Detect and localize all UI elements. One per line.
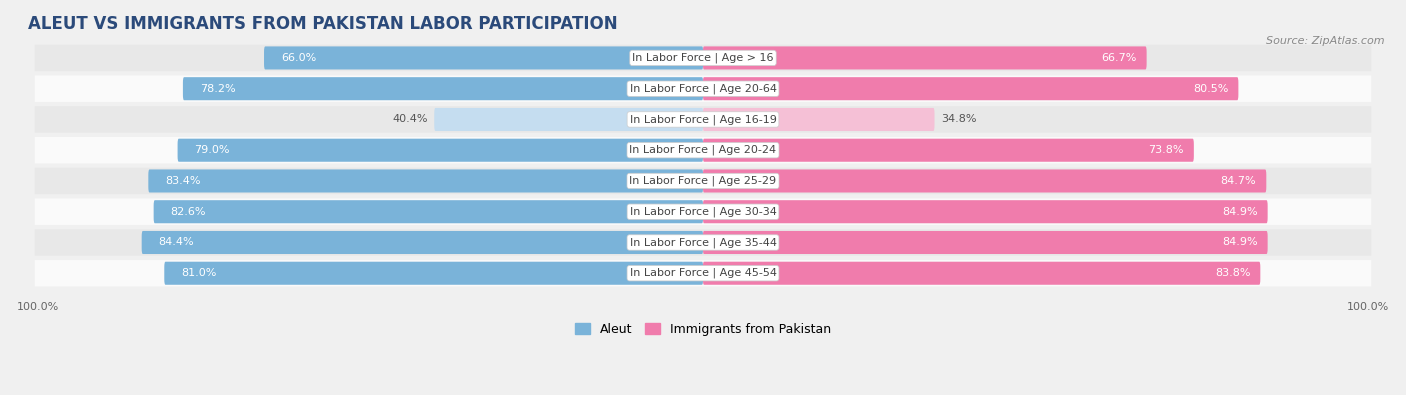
FancyBboxPatch shape <box>703 77 1239 100</box>
FancyBboxPatch shape <box>165 262 703 285</box>
FancyBboxPatch shape <box>703 200 1268 223</box>
FancyBboxPatch shape <box>153 200 703 223</box>
Text: Source: ZipAtlas.com: Source: ZipAtlas.com <box>1267 36 1385 45</box>
Text: 84.9%: 84.9% <box>1222 207 1257 217</box>
Text: In Labor Force | Age 45-54: In Labor Force | Age 45-54 <box>630 268 776 278</box>
FancyBboxPatch shape <box>703 139 1194 162</box>
Text: 80.5%: 80.5% <box>1192 84 1229 94</box>
FancyBboxPatch shape <box>264 47 703 70</box>
Text: 84.4%: 84.4% <box>159 237 194 248</box>
Text: 79.0%: 79.0% <box>194 145 229 155</box>
Legend: Aleut, Immigrants from Pakistan: Aleut, Immigrants from Pakistan <box>569 318 837 341</box>
Text: In Labor Force | Age > 16: In Labor Force | Age > 16 <box>633 53 773 63</box>
FancyBboxPatch shape <box>703 169 1267 192</box>
Text: 34.8%: 34.8% <box>941 115 977 124</box>
Text: In Labor Force | Age 20-64: In Labor Force | Age 20-64 <box>630 83 776 94</box>
FancyBboxPatch shape <box>703 262 1260 285</box>
FancyBboxPatch shape <box>35 45 1371 71</box>
Text: 73.8%: 73.8% <box>1149 145 1184 155</box>
FancyBboxPatch shape <box>35 106 1371 133</box>
Text: 78.2%: 78.2% <box>200 84 235 94</box>
Text: In Labor Force | Age 16-19: In Labor Force | Age 16-19 <box>630 114 776 125</box>
Text: 84.7%: 84.7% <box>1220 176 1256 186</box>
Text: 40.4%: 40.4% <box>392 115 427 124</box>
FancyBboxPatch shape <box>35 75 1371 102</box>
Text: 82.6%: 82.6% <box>170 207 205 217</box>
FancyBboxPatch shape <box>434 108 703 131</box>
FancyBboxPatch shape <box>35 137 1371 164</box>
FancyBboxPatch shape <box>703 47 1147 70</box>
Text: ALEUT VS IMMIGRANTS FROM PAKISTAN LABOR PARTICIPATION: ALEUT VS IMMIGRANTS FROM PAKISTAN LABOR … <box>28 15 617 33</box>
FancyBboxPatch shape <box>177 139 703 162</box>
FancyBboxPatch shape <box>142 231 703 254</box>
Text: 81.0%: 81.0% <box>181 268 217 278</box>
Text: In Labor Force | Age 25-29: In Labor Force | Age 25-29 <box>630 176 776 186</box>
FancyBboxPatch shape <box>148 169 703 192</box>
Text: In Labor Force | Age 30-34: In Labor Force | Age 30-34 <box>630 207 776 217</box>
Text: In Labor Force | Age 35-44: In Labor Force | Age 35-44 <box>630 237 776 248</box>
FancyBboxPatch shape <box>35 199 1371 225</box>
FancyBboxPatch shape <box>183 77 703 100</box>
FancyBboxPatch shape <box>35 260 1371 286</box>
Text: 66.0%: 66.0% <box>281 53 316 63</box>
Text: 83.8%: 83.8% <box>1215 268 1250 278</box>
FancyBboxPatch shape <box>703 108 935 131</box>
Text: 83.4%: 83.4% <box>165 176 201 186</box>
Text: In Labor Force | Age 20-24: In Labor Force | Age 20-24 <box>630 145 776 156</box>
FancyBboxPatch shape <box>703 231 1268 254</box>
FancyBboxPatch shape <box>35 168 1371 194</box>
Text: 84.9%: 84.9% <box>1222 237 1257 248</box>
Text: 66.7%: 66.7% <box>1101 53 1136 63</box>
FancyBboxPatch shape <box>35 229 1371 256</box>
